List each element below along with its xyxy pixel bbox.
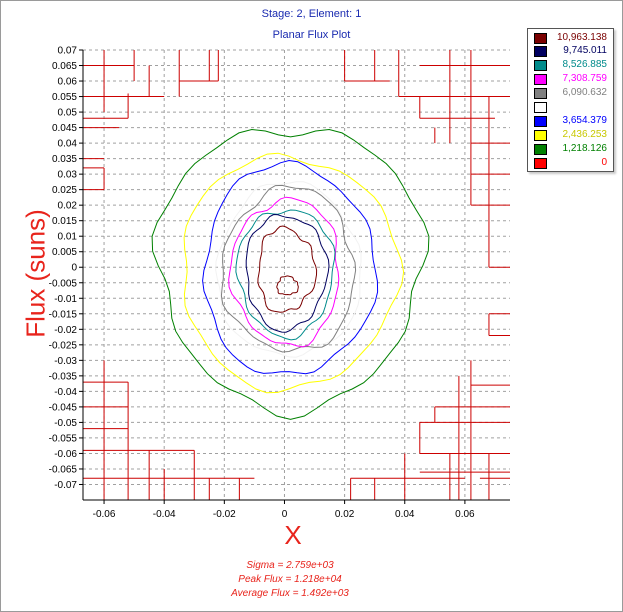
y-tick-label: -0.015 — [49, 309, 78, 320]
contour-line — [245, 213, 330, 333]
legend-label: 1,218.126 — [562, 143, 608, 154]
y-tick-label: -0.005 — [49, 278, 78, 289]
y-tick-label: 0.015 — [52, 216, 77, 227]
x-tick-label: 0.06 — [455, 509, 475, 520]
legend-label: 3,654.379 — [562, 115, 608, 126]
y-tick-label: -0.07 — [54, 480, 77, 491]
contour-line — [235, 209, 336, 341]
x-tick-label: -0.02 — [213, 509, 236, 520]
y-tick-label: 0 — [71, 263, 77, 274]
y-tick-label: 0.065 — [52, 61, 77, 72]
legend-item: 1,218.126 — [528, 143, 613, 156]
legend-swatch — [534, 46, 547, 57]
legend-item: 6,090.632 — [528, 87, 613, 100]
legend-item: 7,308.759 — [528, 73, 613, 86]
legend-swatch — [534, 102, 547, 113]
y-tick-label: 0.05 — [58, 108, 78, 119]
legend-item: 8,526.885 — [528, 59, 613, 72]
y-tick-label: -0.045 — [49, 402, 78, 413]
contour-line — [228, 196, 340, 348]
y-tick-label: -0.065 — [49, 464, 78, 475]
legend-item: 10,963.138 — [528, 32, 613, 45]
legend-label: 7,308.759 — [562, 73, 608, 84]
legend-label: 0 — [601, 157, 607, 168]
legend-item: 2,436.253 — [528, 129, 613, 142]
legend-item: 0 — [528, 157, 613, 170]
x-tick-label: -0.06 — [93, 509, 116, 520]
legend-swatch — [534, 144, 547, 155]
contour-line — [257, 225, 318, 313]
y-tick-label: 0.02 — [58, 201, 78, 212]
y-tick-label: -0.055 — [49, 433, 78, 444]
y-tick-label: -0.06 — [54, 449, 77, 460]
contour-line — [276, 275, 299, 296]
average-flux-readout: Average Flux = 1.492e+03 — [231, 588, 349, 599]
legend-label: 10,963.138 — [556, 32, 607, 43]
legend-item: 3,654.379 — [528, 115, 613, 128]
y-tick-label: 0.005 — [52, 247, 77, 258]
y-tick-label: 0.03 — [58, 170, 78, 181]
legend-swatch — [534, 33, 547, 44]
y-tick-label: -0.025 — [49, 340, 78, 351]
contour-line — [183, 152, 405, 394]
legend: 10,963.138 9,745.011 8,526.885 7,308.759… — [527, 28, 614, 172]
sigma-readout: Sigma = 2.759e+03 — [246, 560, 334, 571]
x-tick-label: 0.04 — [395, 509, 415, 520]
legend-swatch — [534, 116, 547, 127]
y-tick-label: -0.02 — [54, 325, 77, 336]
y-tick-label: 0.01 — [58, 232, 78, 243]
legend-swatch — [534, 88, 547, 99]
y-tick-label: -0.05 — [54, 418, 77, 429]
x-tick-label: -0.04 — [153, 509, 176, 520]
y-tick-label: -0.035 — [49, 371, 78, 382]
legend-swatch — [534, 74, 547, 85]
legend-label: 2,436.253 — [562, 129, 608, 140]
contour-line — [215, 181, 362, 358]
contour-line — [151, 128, 430, 420]
y-tick-label: 0.055 — [52, 92, 77, 103]
y-axis-label: Flux (suns) — [20, 209, 51, 338]
legend-swatch — [534, 130, 547, 141]
legend-swatch — [534, 158, 547, 169]
y-tick-label: 0.06 — [58, 77, 78, 88]
x-tick-label: 0 — [282, 509, 288, 520]
stage-element-title: Stage: 2, Element: 1 — [261, 8, 362, 20]
x-tick-label: 0.02 — [335, 509, 355, 520]
legend-label: 9,745.011 — [563, 45, 607, 56]
y-tick-label: 0.04 — [58, 139, 78, 150]
peak-flux-readout: Peak Flux = 1.218e+04 — [238, 574, 342, 585]
legend-label: 6,090.632 — [562, 87, 608, 98]
x-axis-label: X — [284, 520, 302, 550]
y-tick-label: -0.01 — [54, 294, 77, 305]
contour-line — [202, 159, 379, 375]
legend-item — [528, 101, 613, 114]
y-tick-label: -0.03 — [54, 356, 77, 367]
legend-label: 8,526.885 — [562, 59, 608, 70]
y-tick-label: 0.07 — [58, 46, 78, 57]
contour-line — [220, 184, 357, 353]
legend-item: 9,745.011 — [528, 45, 613, 58]
plot-title: Planar Flux Plot — [272, 29, 351, 41]
y-tick-label: -0.04 — [54, 387, 77, 398]
y-tick-label: 0.025 — [52, 185, 77, 196]
y-tick-label: 0.035 — [52, 154, 77, 165]
legend-swatch — [534, 60, 547, 71]
y-tick-label: 0.045 — [52, 123, 77, 134]
